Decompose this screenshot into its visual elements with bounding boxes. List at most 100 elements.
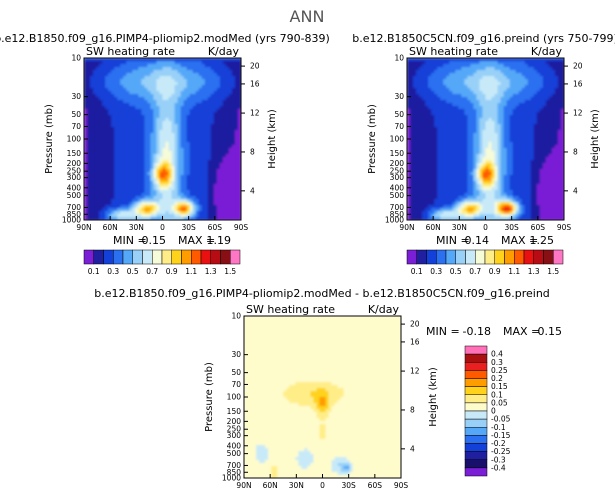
contour-cell	[129, 166, 133, 170]
contour-cell	[147, 142, 152, 146]
contour-cell	[234, 79, 239, 83]
contour-cell	[135, 94, 139, 98]
contour-cell	[207, 187, 212, 191]
contour-cell	[437, 175, 441, 179]
contour-cell	[120, 145, 124, 149]
contour-cell	[512, 73, 517, 77]
contour-cell	[216, 151, 221, 155]
contour-cell	[234, 106, 239, 110]
contour-cell	[515, 97, 520, 101]
contour-cell	[524, 145, 529, 149]
contour-cell	[536, 70, 541, 74]
contour-cell	[437, 169, 441, 173]
contour-cell	[485, 76, 490, 80]
contour-cell	[446, 100, 450, 104]
contour-cell	[440, 178, 444, 182]
contour-cell	[473, 139, 478, 143]
contour-cell	[105, 130, 109, 134]
contour-cell	[213, 88, 218, 92]
contour-cell	[222, 100, 227, 104]
contour-cell	[407, 100, 411, 104]
contour-cell	[497, 106, 502, 110]
contour-cell	[440, 91, 444, 95]
contour-cell	[234, 130, 239, 134]
contour-cell	[231, 205, 236, 209]
contour-cell	[416, 133, 420, 137]
contour-cell	[123, 145, 127, 149]
contour-cell	[488, 151, 493, 155]
contour-cell	[434, 115, 438, 119]
contour-cell	[237, 76, 241, 80]
contour-cell	[539, 79, 544, 83]
contour-cell	[207, 145, 212, 149]
contour-cell	[446, 157, 450, 161]
contour-cell	[180, 88, 185, 92]
contour-cell	[207, 193, 212, 197]
contour-cell	[120, 169, 124, 173]
contour-cell	[120, 154, 124, 158]
contour-cell	[231, 202, 236, 206]
contour-cell	[210, 61, 215, 65]
contour-cell	[231, 136, 236, 140]
contour-cell	[554, 136, 559, 140]
contour-cell	[413, 94, 417, 98]
contour-cell	[228, 208, 233, 212]
contour-cell	[105, 88, 109, 92]
contour-cell	[222, 166, 227, 170]
contour-cell	[90, 208, 94, 212]
contour-cell	[171, 103, 176, 107]
contour-cell	[560, 67, 564, 71]
contour-cell	[228, 118, 233, 122]
contour-cell	[204, 175, 209, 179]
contour-cell	[458, 169, 462, 173]
contour-cell	[434, 70, 438, 74]
contour-cell	[410, 160, 414, 164]
contour-cell	[102, 193, 106, 197]
contour-cell	[407, 112, 411, 116]
contour-cell	[234, 88, 239, 92]
contour-cell	[422, 76, 426, 80]
contour-cell	[114, 121, 118, 125]
contour-cell	[159, 172, 164, 176]
contour-cell	[210, 193, 215, 197]
contour-cell	[114, 190, 118, 194]
contour-cell	[177, 142, 182, 146]
contour-cell	[105, 73, 109, 77]
contour-cell	[93, 73, 97, 77]
contour-cell	[219, 127, 224, 131]
contour-cell	[234, 169, 239, 173]
contour-cell	[213, 172, 218, 176]
contour-cell	[96, 97, 100, 101]
contour-cell	[99, 193, 103, 197]
contour-cell	[177, 169, 182, 173]
contour-cell	[84, 217, 88, 220]
contour-cell	[515, 61, 520, 65]
contour-cell	[497, 88, 502, 92]
contour-cell	[464, 118, 468, 122]
contour-cell	[515, 103, 520, 107]
contour-cell	[228, 124, 233, 128]
contour-cell	[482, 172, 487, 176]
contour-cell	[162, 175, 167, 179]
contour-cell	[201, 58, 206, 62]
contour-cell	[557, 121, 562, 125]
contour-cell	[114, 184, 118, 188]
contour-cell	[189, 76, 194, 80]
contour-cell	[102, 88, 106, 92]
panel1-colorbar-label: 0.3	[107, 267, 119, 276]
contour-cell	[105, 70, 109, 74]
contour-cell	[407, 172, 411, 176]
contour-cell	[458, 130, 462, 134]
contour-cell	[165, 163, 170, 167]
contour-cell	[548, 73, 553, 77]
contour-cell	[446, 79, 450, 83]
contour-cell	[431, 70, 435, 74]
contour-cell	[554, 151, 559, 155]
contour-cell	[201, 148, 206, 152]
contour-cell	[210, 88, 215, 92]
contour-cell	[560, 112, 564, 116]
contour-cell	[186, 160, 191, 164]
contour-cell	[180, 163, 185, 167]
contour-cell	[533, 136, 538, 140]
contour-cell	[455, 82, 459, 86]
